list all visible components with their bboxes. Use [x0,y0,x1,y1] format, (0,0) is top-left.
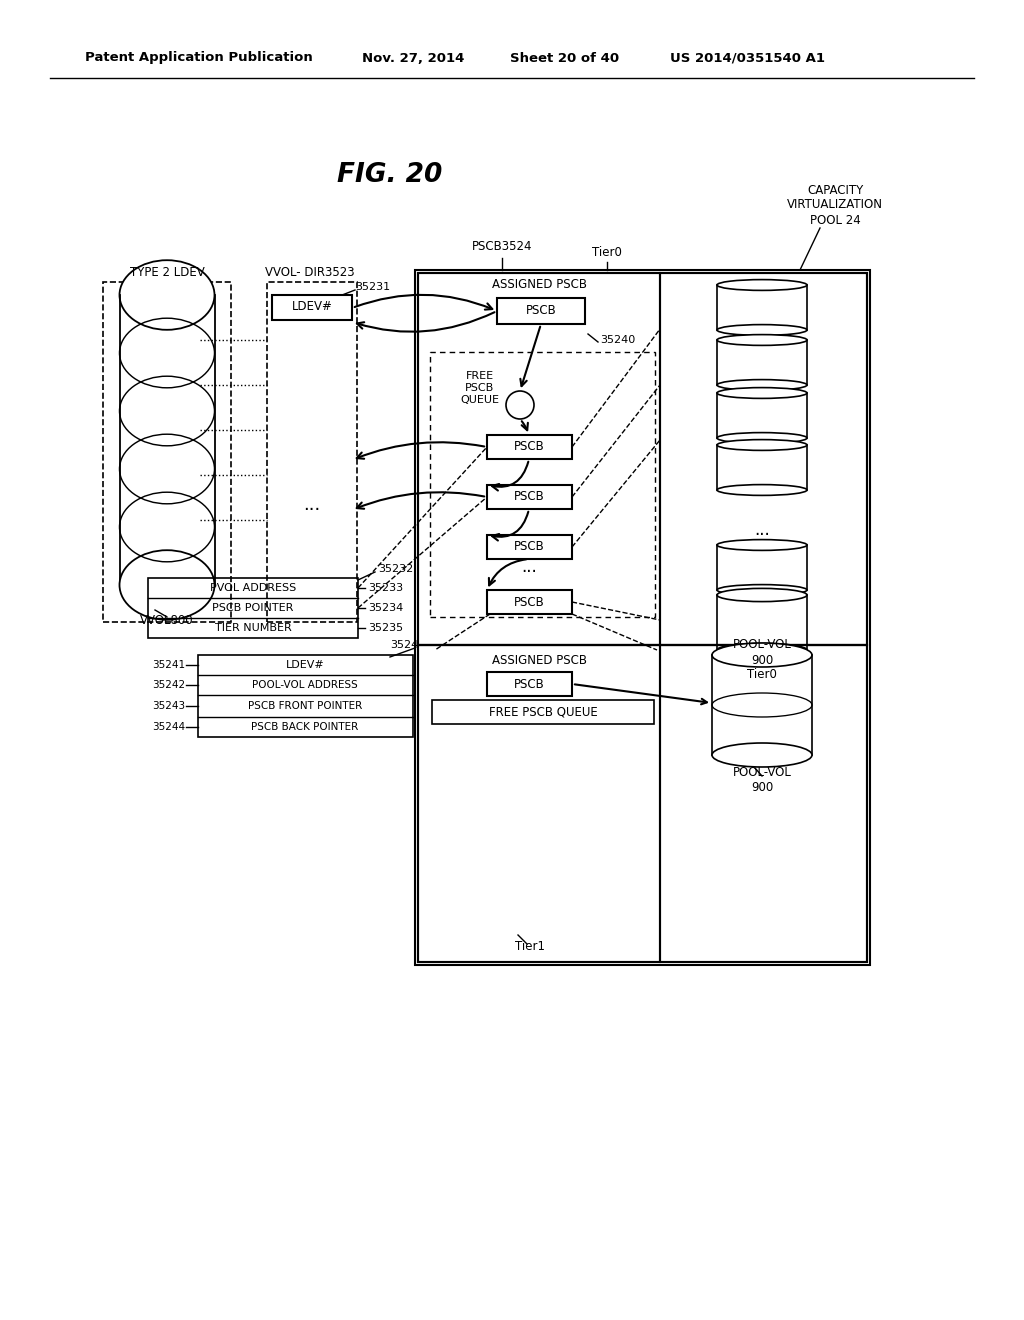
Text: Nov. 27, 2014: Nov. 27, 2014 [362,51,464,65]
Text: 35232: 35232 [378,564,414,574]
Text: CAPACITY
VIRTUALIZATION
POOL 24: CAPACITY VIRTUALIZATION POOL 24 [787,183,883,227]
Bar [487,484,572,510]
Text: 35240: 35240 [600,335,635,345]
Text: PSCB POINTER: PSCB POINTER [212,603,294,612]
FancyArrowPatch shape [357,313,495,331]
Bar [267,282,357,622]
Bar [660,645,867,962]
Text: POOL-VOL ADDRESS: POOL-VOL ADDRESS [252,680,357,690]
Bar [415,271,870,965]
Ellipse shape [717,440,807,450]
Text: ...: ... [303,496,321,513]
Ellipse shape [120,550,214,620]
Text: VVOL800: VVOL800 [140,614,194,627]
Text: ...: ... [521,558,537,576]
Ellipse shape [717,589,807,602]
Text: 35234: 35234 [368,603,403,612]
Bar [148,578,358,638]
FancyArrowPatch shape [354,294,493,310]
Text: 35242: 35242 [152,680,185,690]
Ellipse shape [717,540,807,550]
Text: PSCB FRONT POINTER: PSCB FRONT POINTER [248,701,362,711]
Text: 3524: 3524 [390,640,418,649]
Ellipse shape [717,334,807,346]
FancyArrowPatch shape [488,560,526,585]
FancyArrowPatch shape [521,421,528,430]
FancyArrowPatch shape [356,492,484,508]
Text: LDEV#: LDEV# [286,660,325,671]
FancyArrowPatch shape [492,462,528,491]
Text: Tier0: Tier0 [592,246,622,259]
Text: VVOL- DIR3523: VVOL- DIR3523 [265,267,354,280]
Ellipse shape [717,388,807,399]
Bar [198,655,413,737]
Text: 35243: 35243 [152,701,185,711]
Text: ...: ... [754,521,770,539]
Text: PSCB: PSCB [525,305,556,318]
Ellipse shape [712,643,812,667]
Bar [418,273,660,645]
Text: POOL-VOL
900: POOL-VOL 900 [732,766,792,795]
FancyArrowPatch shape [520,326,541,387]
Text: FREE PSCB QUEUE: FREE PSCB QUEUE [488,705,597,718]
Text: 35231: 35231 [355,282,390,292]
Text: PSCB BACK POINTER: PSCB BACK POINTER [251,722,358,733]
Text: 35244: 35244 [152,722,185,733]
Ellipse shape [717,484,807,495]
Text: POOL-VOL
900
Tier0: POOL-VOL 900 Tier0 [732,639,792,681]
Bar [430,352,655,616]
Text: 35241: 35241 [152,660,185,671]
Ellipse shape [717,325,807,335]
Bar [487,672,572,696]
Ellipse shape [712,743,812,767]
Text: Sheet 20 of 40: Sheet 20 of 40 [510,51,620,65]
Bar [103,282,231,622]
Bar [497,298,585,323]
Ellipse shape [717,280,807,290]
Text: Patent Application Publication: Patent Application Publication [85,51,312,65]
Text: FIG. 20: FIG. 20 [337,162,442,187]
Bar [432,700,654,723]
Text: FREE
PSCB
QUEUE: FREE PSCB QUEUE [461,371,500,405]
Text: PSCB: PSCB [514,441,545,454]
Text: 35233: 35233 [368,583,403,593]
Text: TIER NUMBER: TIER NUMBER [215,623,292,634]
FancyArrowPatch shape [492,512,528,541]
Text: TYPE 2 LDEV: TYPE 2 LDEV [130,267,205,280]
Text: PSCB3524: PSCB3524 [472,240,532,253]
Ellipse shape [120,260,214,330]
Bar [418,645,867,962]
Ellipse shape [717,380,807,391]
Text: ASSIGNED PSCB: ASSIGNED PSCB [493,653,588,667]
Ellipse shape [717,643,807,656]
Text: ASSIGNED PSCB: ASSIGNED PSCB [493,279,588,292]
Text: 35235: 35235 [368,623,403,634]
Text: Tier1: Tier1 [515,940,545,953]
Text: US 2014/0351540 A1: US 2014/0351540 A1 [670,51,825,65]
Bar [418,645,660,962]
Text: PSCB: PSCB [514,677,545,690]
Text: PSCB: PSCB [514,540,545,553]
Text: LDEV#: LDEV# [292,301,333,314]
Text: PSCB: PSCB [514,491,545,503]
Bar [418,273,867,645]
Text: PSCB: PSCB [514,595,545,609]
Ellipse shape [717,433,807,444]
Bar [272,294,352,319]
FancyArrowPatch shape [356,442,484,459]
Bar [660,273,867,645]
Bar [487,436,572,459]
Bar [487,535,572,558]
Ellipse shape [717,585,807,595]
Text: PVOL ADDRESS: PVOL ADDRESS [210,583,296,593]
Bar [487,590,572,614]
